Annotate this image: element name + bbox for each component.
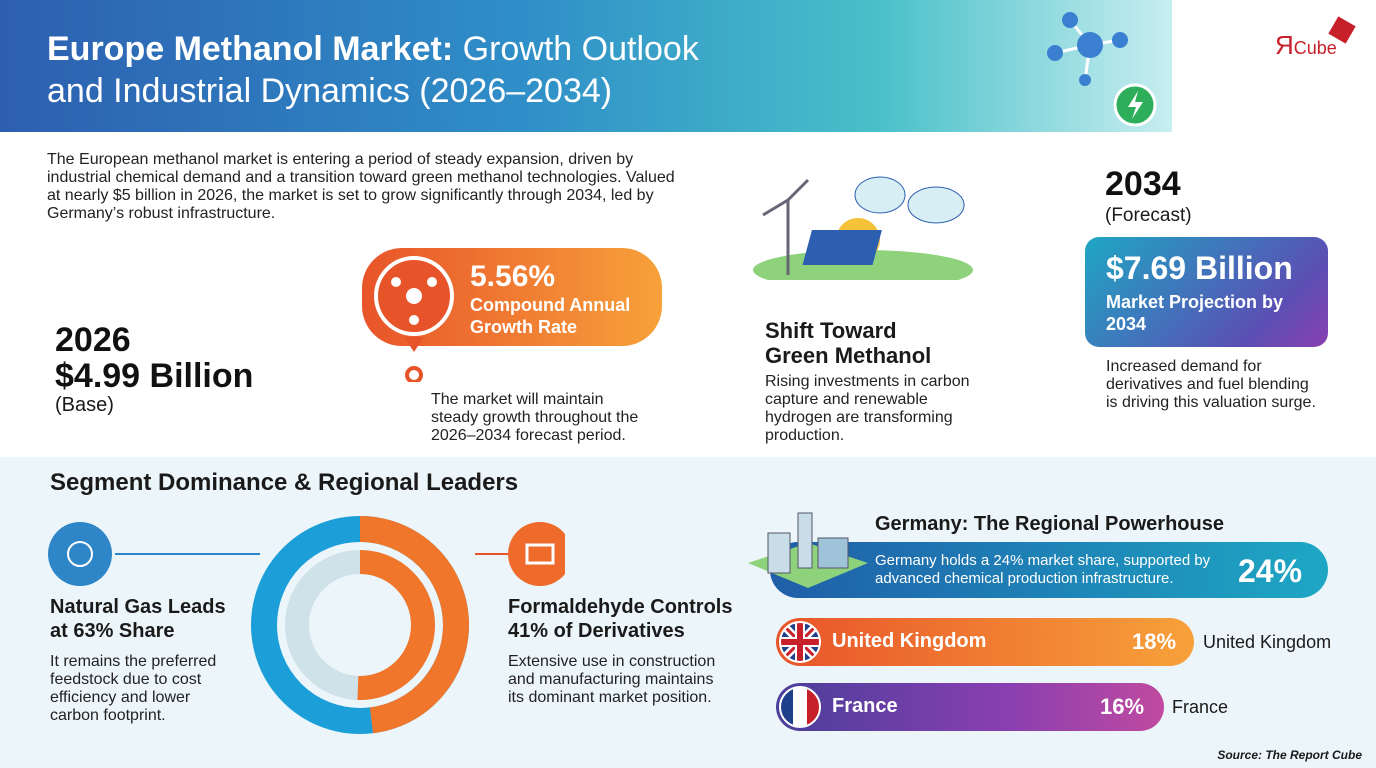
feedstock-title: Natural Gas Leads at 63% Share (50, 596, 226, 642)
germany-bar (770, 542, 1328, 598)
base-value: $4.99 Billion (55, 357, 254, 395)
uk-flag (779, 621, 821, 663)
derivatives-title: Formaldehyde Controls 41% of Derivatives (508, 596, 733, 642)
logo-mark: Я (1275, 30, 1294, 60)
forecast-description: Increased demand for derivatives and fue… (1106, 358, 1316, 411)
germany-share: 24% (1238, 553, 1303, 589)
header-banner (0, 0, 1172, 132)
germany-description: Germany holds a 24% market share, suppor… (875, 552, 1211, 587)
segments-title: Segment Dominance & Regional Leaders (50, 469, 519, 496)
cagr-value: 5.56% (470, 260, 556, 293)
base-block: 2026 $4.99 Billion (Base) (55, 322, 253, 417)
logo: ЯCube (1275, 30, 1337, 61)
france-bar (776, 683, 1164, 731)
france-flag (779, 686, 821, 728)
cagr-icon (374, 256, 454, 382)
france-name: France (832, 695, 898, 717)
donut-graphic (48, 516, 565, 734)
forecast-card (1085, 237, 1328, 347)
forecast-label: Market Projection by 2034 (1106, 292, 1284, 334)
germany-title: Germany: The Regional Powerhouse (875, 513, 1224, 535)
forecast-year: 2034 (1105, 165, 1181, 203)
cagr-text: 5.56% Compound Annual Growth Rate (470, 260, 650, 338)
title-line2: and Industrial Dynamics (2026–2034) (47, 72, 613, 110)
feedstock-description: It remains the preferred feedstock due t… (50, 653, 217, 724)
uk-side-label: United Kingdom (1203, 632, 1332, 652)
uk-share: 18% (1132, 629, 1177, 654)
title: Europe Methanol Market: Growth Outlook a… (47, 28, 699, 112)
factory-icon (748, 512, 868, 588)
molecule-icons (1047, 12, 1157, 127)
green-illustration (753, 176, 973, 280)
title-rest: Growth Outlook (462, 30, 699, 68)
uk-bar (776, 618, 1194, 666)
title-bold: Europe Methanol Market: (47, 30, 454, 68)
green-description: Rising investments in carbon capture and… (765, 373, 970, 444)
base-note: (Base) (55, 394, 114, 416)
intro: The European methanol market is entering… (47, 151, 675, 222)
france-side-label: France (1172, 697, 1229, 717)
cagr-label: Compound Annual Growth Rate (470, 295, 631, 337)
source: Source: The Report Cube (1217, 748, 1362, 762)
derivatives-description: Extensive use in construction and manufa… (508, 653, 716, 706)
uk-name: United Kingdom (832, 630, 987, 652)
base-year: 2026 (55, 321, 131, 359)
cagr-description: The market will maintain steady growth t… (431, 391, 639, 444)
france-share: 16% (1100, 694, 1145, 719)
logo-text: Cube (1293, 38, 1337, 58)
forecast-note: (Forecast) (1105, 205, 1192, 226)
forecast-text: $7.69 Billion Market Projection by 2034 (1106, 250, 1326, 335)
green-title: Shift Toward Green Methanol (765, 318, 932, 368)
forecast-value: $7.69 Billion (1106, 250, 1293, 286)
